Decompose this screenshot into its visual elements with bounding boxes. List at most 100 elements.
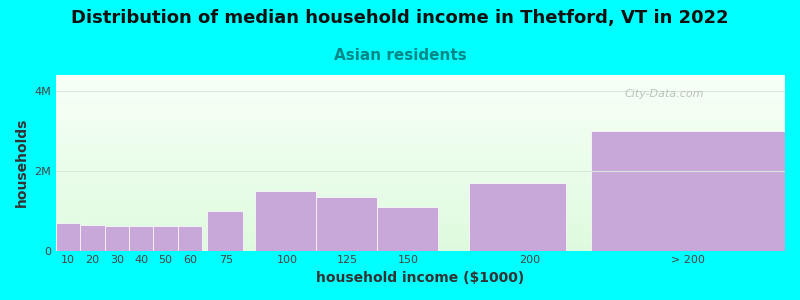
Bar [56, 186, 785, 188]
Bar [56, 189, 785, 191]
Bar [206, 211, 243, 250]
Bar [56, 244, 785, 245]
Bar [56, 235, 785, 236]
Bar [56, 223, 81, 250]
Bar [56, 196, 785, 198]
Bar [56, 163, 785, 164]
Bar [56, 116, 785, 117]
Bar [154, 226, 178, 250]
Bar [56, 194, 785, 196]
Bar [56, 188, 785, 189]
Bar [56, 129, 785, 131]
Bar [56, 110, 785, 112]
Bar [56, 249, 785, 250]
Bar [56, 215, 785, 217]
Bar [81, 225, 105, 250]
Bar [56, 147, 785, 149]
Bar [56, 193, 785, 194]
Bar [56, 203, 785, 205]
Bar [56, 94, 785, 96]
Bar [56, 170, 785, 172]
Bar [56, 126, 785, 128]
Bar [56, 230, 785, 231]
Bar [56, 80, 785, 82]
Bar [105, 226, 129, 250]
Bar [56, 205, 785, 207]
Bar [56, 77, 785, 79]
Bar [56, 182, 785, 184]
Bar [56, 200, 785, 201]
Bar [56, 191, 785, 193]
Bar [56, 245, 785, 247]
Bar [56, 131, 785, 133]
Bar [56, 121, 785, 122]
Bar [56, 136, 785, 138]
Bar [56, 106, 785, 108]
Bar [56, 149, 785, 151]
Bar [56, 177, 785, 178]
Bar [56, 140, 785, 142]
Bar [56, 201, 785, 203]
Bar [56, 87, 785, 89]
Bar [56, 228, 785, 230]
Bar [56, 158, 785, 159]
Bar [56, 101, 785, 103]
Bar [56, 103, 785, 105]
Bar [56, 242, 785, 244]
Bar [56, 75, 785, 77]
Bar [56, 124, 785, 126]
Bar [56, 128, 785, 129]
X-axis label: household income ($1000): household income ($1000) [317, 271, 525, 285]
Bar [56, 151, 785, 152]
Bar [56, 238, 785, 240]
Bar [56, 89, 785, 91]
Bar [56, 184, 785, 186]
Bar [56, 166, 785, 168]
Bar [56, 156, 785, 158]
Bar [56, 119, 785, 121]
Bar [56, 217, 785, 219]
Bar [56, 172, 785, 173]
Bar [56, 233, 785, 235]
Bar [56, 173, 785, 175]
Text: City-Data.com: City-Data.com [625, 89, 704, 99]
Bar [316, 197, 377, 250]
Bar [56, 98, 785, 100]
Bar [56, 180, 785, 182]
Bar [255, 191, 316, 250]
Bar [56, 164, 785, 166]
Bar [56, 114, 785, 116]
Bar [56, 161, 785, 163]
Bar [56, 152, 785, 154]
Bar [56, 85, 785, 87]
Bar [56, 154, 785, 156]
Bar [56, 226, 785, 228]
Bar [56, 142, 785, 143]
Bar [56, 224, 785, 226]
Y-axis label: households: households [15, 118, 29, 208]
Bar [56, 207, 785, 208]
Bar [56, 214, 785, 215]
Bar [56, 93, 785, 94]
Bar [56, 175, 785, 177]
Bar [56, 100, 785, 101]
Bar [56, 79, 785, 80]
Text: Distribution of median household income in Thetford, VT in 2022: Distribution of median household income … [71, 9, 729, 27]
Bar [56, 105, 785, 106]
Bar [56, 91, 785, 93]
Bar [129, 226, 154, 250]
Bar [469, 183, 566, 250]
Bar [56, 247, 785, 249]
Bar [56, 223, 785, 224]
Bar [56, 122, 785, 124]
Bar [56, 231, 785, 233]
Bar [178, 226, 202, 250]
Bar [56, 212, 785, 214]
Bar [56, 84, 785, 85]
Bar [56, 198, 785, 200]
Bar [56, 210, 785, 212]
Bar [56, 240, 785, 242]
Bar [56, 135, 785, 137]
Bar [56, 208, 785, 210]
Bar [56, 143, 785, 145]
